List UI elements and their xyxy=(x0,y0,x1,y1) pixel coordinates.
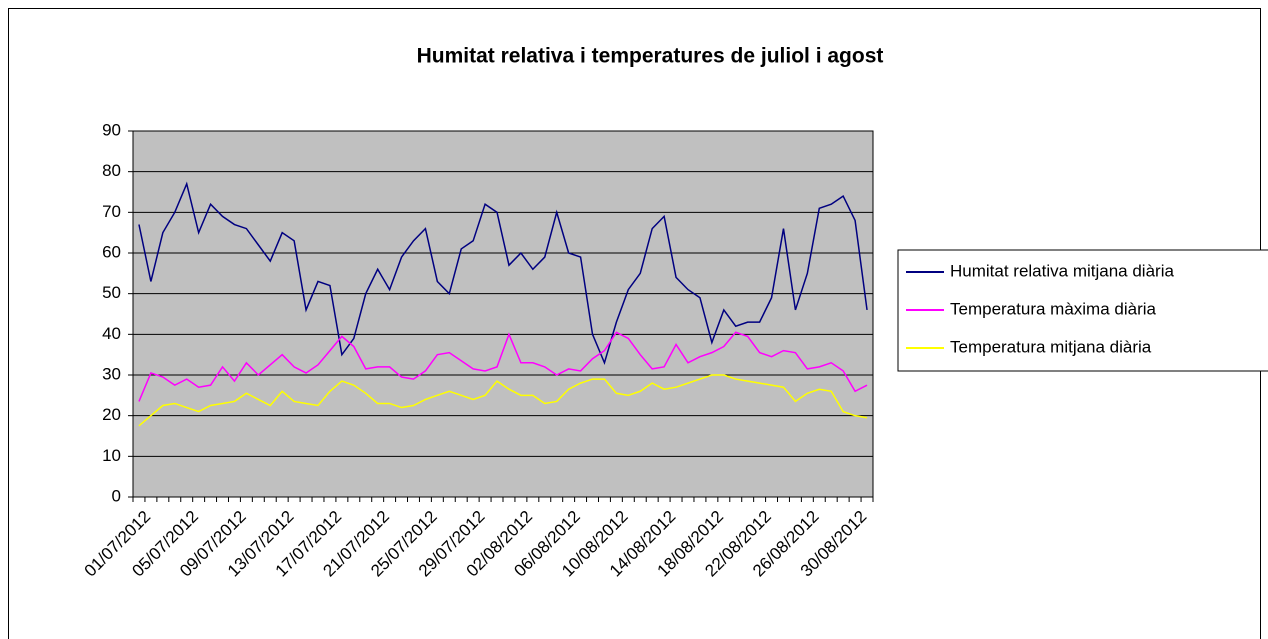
legend-label: Humitat relativa mitjana diària xyxy=(950,261,1174,280)
y-tick-label: 30 xyxy=(102,364,121,383)
legend-label: Temperatura mitjana diària xyxy=(950,337,1152,356)
chart-title: Humitat relativa i temperatures de julio… xyxy=(417,45,884,68)
plot-area xyxy=(133,131,873,497)
legend-box xyxy=(897,249,1268,372)
y-tick-label: 50 xyxy=(102,283,121,302)
y-tick-label: 90 xyxy=(102,120,121,139)
y-tick-label: 10 xyxy=(102,446,121,465)
series-line xyxy=(138,181,868,366)
legend-label: Temperatura màxima diària xyxy=(950,299,1157,318)
y-tick-label: 40 xyxy=(102,324,121,343)
y-tick-label: 70 xyxy=(102,202,121,221)
y-tick-label: 20 xyxy=(102,405,121,424)
y-tick-label: 80 xyxy=(102,161,121,180)
y-tick-label: 0 xyxy=(112,486,121,505)
y-tick-label: 60 xyxy=(102,242,121,261)
series-line xyxy=(138,331,868,402)
series-line xyxy=(138,374,868,427)
